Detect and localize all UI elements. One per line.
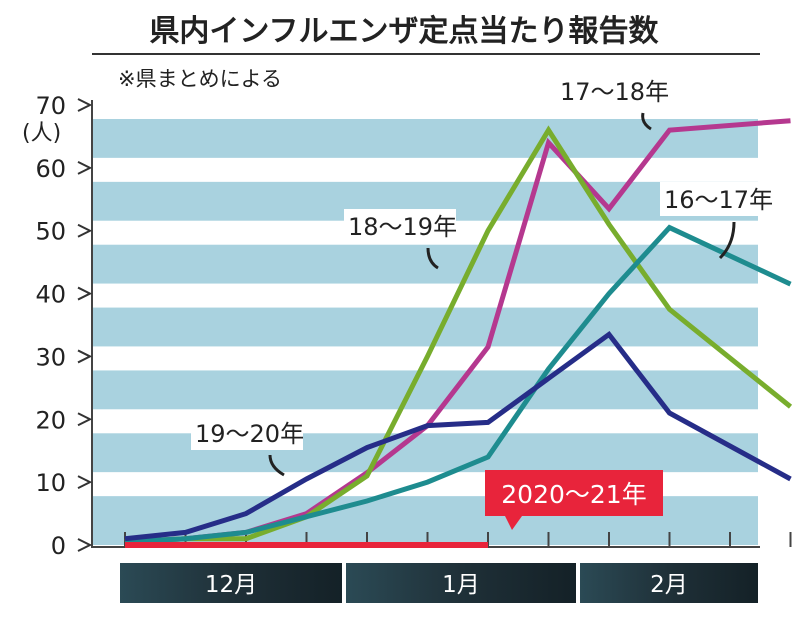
y-tick-mark (77, 349, 93, 364)
chart-subtitle: ※県まとめによる (118, 67, 282, 91)
series-label-4: 2020〜21年 (501, 480, 646, 509)
callout-box (485, 470, 663, 516)
grid-stripe (92, 157, 758, 182)
series-line-2 (124, 224, 792, 545)
y-tick-mark (77, 538, 93, 552)
month-segment (580, 563, 758, 603)
label-leader (641, 112, 652, 131)
month-label: 1月 (442, 572, 480, 598)
y-tick-mark (77, 223, 93, 238)
label-leader (718, 221, 736, 260)
y-tick-label: 60 (35, 155, 66, 183)
series-label-0: 17〜18年 (560, 78, 669, 106)
series-label-bg (660, 182, 772, 216)
chart-title: 県内インフルエンザ定点当たり報告数 (149, 14, 659, 49)
y-tick-label: 20 (35, 406, 66, 434)
month-segment (346, 563, 576, 603)
grid-stripe (92, 283, 758, 308)
month-label: 12月 (205, 572, 257, 598)
y-axis-unit: (人) (22, 121, 61, 146)
series-line-3 (124, 330, 792, 542)
month-bar: 12月 1月 2月 (120, 563, 758, 603)
y-tick-label: 70 (35, 92, 66, 120)
month-segment (120, 563, 342, 603)
label-leader (268, 454, 285, 477)
y-ticks: 0 10 20 30 40 50 60 70 (35, 92, 93, 560)
title-band (170, 8, 640, 48)
series-label-1: 18〜19年 (348, 213, 457, 241)
series-label-bg (191, 416, 303, 450)
y-tick-label: 50 (35, 218, 66, 246)
callout-pointer (505, 516, 522, 530)
series-label-2: 16〜17年 (664, 186, 773, 214)
y-tick-mark (77, 160, 93, 175)
y-tick-mark (77, 98, 93, 112)
series-lines (124, 118, 793, 548)
y-tick-mark (77, 286, 93, 301)
y-tick-label: 30 (35, 343, 66, 371)
y-tick-mark (77, 475, 93, 490)
y-tick-label: 0 (51, 532, 66, 560)
label-leader (426, 247, 439, 270)
series-label-bg (344, 209, 456, 243)
series-label-3: 19〜20年 (195, 420, 304, 448)
series-labels: 17〜18年 18〜19年 16〜17年 19〜20年 2020〜21年 (191, 74, 773, 530)
y-tick-label: 10 (35, 469, 66, 497)
series-label-bg (556, 74, 668, 108)
series-line-1 (124, 125, 793, 545)
subtitle-bg (110, 60, 350, 92)
y-tick-label: 40 (35, 281, 66, 309)
y-tick-mark (77, 412, 93, 427)
plot-stripes (92, 95, 758, 545)
month-label: 2月 (650, 572, 688, 598)
